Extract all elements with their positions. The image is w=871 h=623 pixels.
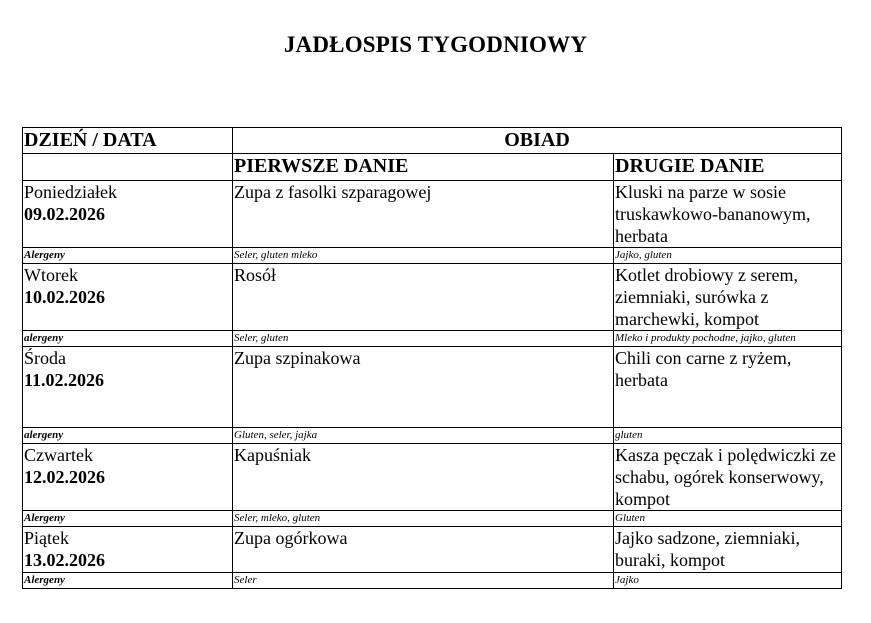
allergen-label: alergeny <box>22 427 233 444</box>
subheader-row: PIERWSZE DANIE DRUGIE DANIE <box>22 153 843 181</box>
first-course: Zupa ogórkowa <box>232 526 614 573</box>
day-date: 11.02.2026 <box>24 370 105 390</box>
second-course-allergens: gluten <box>612 427 843 444</box>
second-course-allergens: Mleko i produkty pochodne, jajko, gluten <box>612 330 843 347</box>
second-course: Kasza pęczak i polędwiczki ze schabu, og… <box>612 443 843 511</box>
first-course: Zupa z fasolki szparagowej <box>232 180 614 248</box>
first-course: Zupa szpinakowa <box>232 346 614 428</box>
header-day: DZIEŃ / DATA <box>22 127 233 154</box>
first-course-allergens: Seler, gluten <box>232 330 614 347</box>
second-course-allergens: Jajko <box>612 572 843 589</box>
day-cell: Poniedziałek 09.02.2026 <box>22 180 233 248</box>
allergen-row: Alergeny Seler Jajko <box>22 572 843 589</box>
allergen-label: Alergeny <box>22 572 233 589</box>
header-first-course: PIERWSZE DANIE <box>232 153 614 181</box>
day-cell: Środa 11.02.2026 <box>22 346 233 428</box>
allergen-label: Alergeny <box>22 510 233 527</box>
day-cell: Wtorek 10.02.2026 <box>22 263 233 331</box>
second-course-allergens: Gluten <box>612 510 843 527</box>
day-name: Czwartek <box>24 445 93 465</box>
second-course: Kotlet drobiowy z serem, ziemniaki, suró… <box>612 263 843 331</box>
allergen-row: alergeny Gluten, seler, jajka gluten <box>22 427 843 444</box>
day-date: 13.02.2026 <box>24 550 105 570</box>
allergen-row: Alergeny Seler, mleko, gluten Gluten <box>22 510 843 527</box>
header-lunch: OBIAD <box>231 127 843 154</box>
second-course: Jajko sadzone, ziemniaki, buraki, kompot <box>612 526 843 573</box>
second-course-allergens: Jajko, gluten <box>612 247 843 264</box>
day-name: Poniedziałek <box>24 182 117 202</box>
day-name: Środa <box>24 348 66 368</box>
first-course: Kapuśniak <box>232 443 614 511</box>
day-cell: Piątek 13.02.2026 <box>22 526 233 573</box>
header-row: DZIEŃ / DATA OBIAD <box>22 127 843 154</box>
day-date: 12.02.2026 <box>24 467 105 487</box>
allergen-row: Alergeny Seler, gluten mleko Jajko, glut… <box>22 247 843 264</box>
allergen-label: alergeny <box>22 330 233 347</box>
day-row: Środa 11.02.2026 Zupa szpinakowa Chili co… <box>22 346 843 428</box>
page-title: JADŁOSPIS TYGODNIOWY <box>283 32 588 57</box>
day-date: 10.02.2026 <box>24 287 105 307</box>
day-row: Wtorek 10.02.2026 Rosół Kotlet drobiowy z… <box>22 263 843 331</box>
day-name: Piątek <box>24 528 69 548</box>
allergen-row: alergeny Seler, gluten Mleko i produkty … <box>22 330 843 347</box>
second-course: Chili con carne z ryżem, herbata <box>612 346 843 428</box>
day-date: 09.02.2026 <box>24 204 105 224</box>
first-course-allergens: Seler <box>232 572 614 589</box>
day-name: Wtorek <box>24 265 78 285</box>
day-row: Poniedziałek 09.02.2026 Zupa z fasolki sz… <box>22 180 843 248</box>
day-cell: Czwartek 12.02.2026 <box>22 443 233 511</box>
first-course-allergens: Seler, mleko, gluten <box>232 510 614 527</box>
header-second-course: DRUGIE DANIE <box>612 153 843 181</box>
first-course-allergens: Gluten, seler, jajka <box>232 427 614 444</box>
first-course-allergens: Seler, gluten mleko <box>232 247 614 264</box>
first-course: Rosół <box>232 263 614 331</box>
day-row: Czwartek 12.02.2026 Kapuśniak Kasza pęcza… <box>22 443 843 511</box>
menu-table: DZIEŃ / DATA OBIAD PIERWSZE DANIE DRUGIE… <box>22 127 843 589</box>
day-row: Piątek 13.02.2026 Zupa ogórkowa Jajko sad… <box>22 526 843 573</box>
second-course: Kluski na parze w sosie truskawkowo-bana… <box>612 180 843 248</box>
allergen-label: Alergeny <box>22 247 233 264</box>
